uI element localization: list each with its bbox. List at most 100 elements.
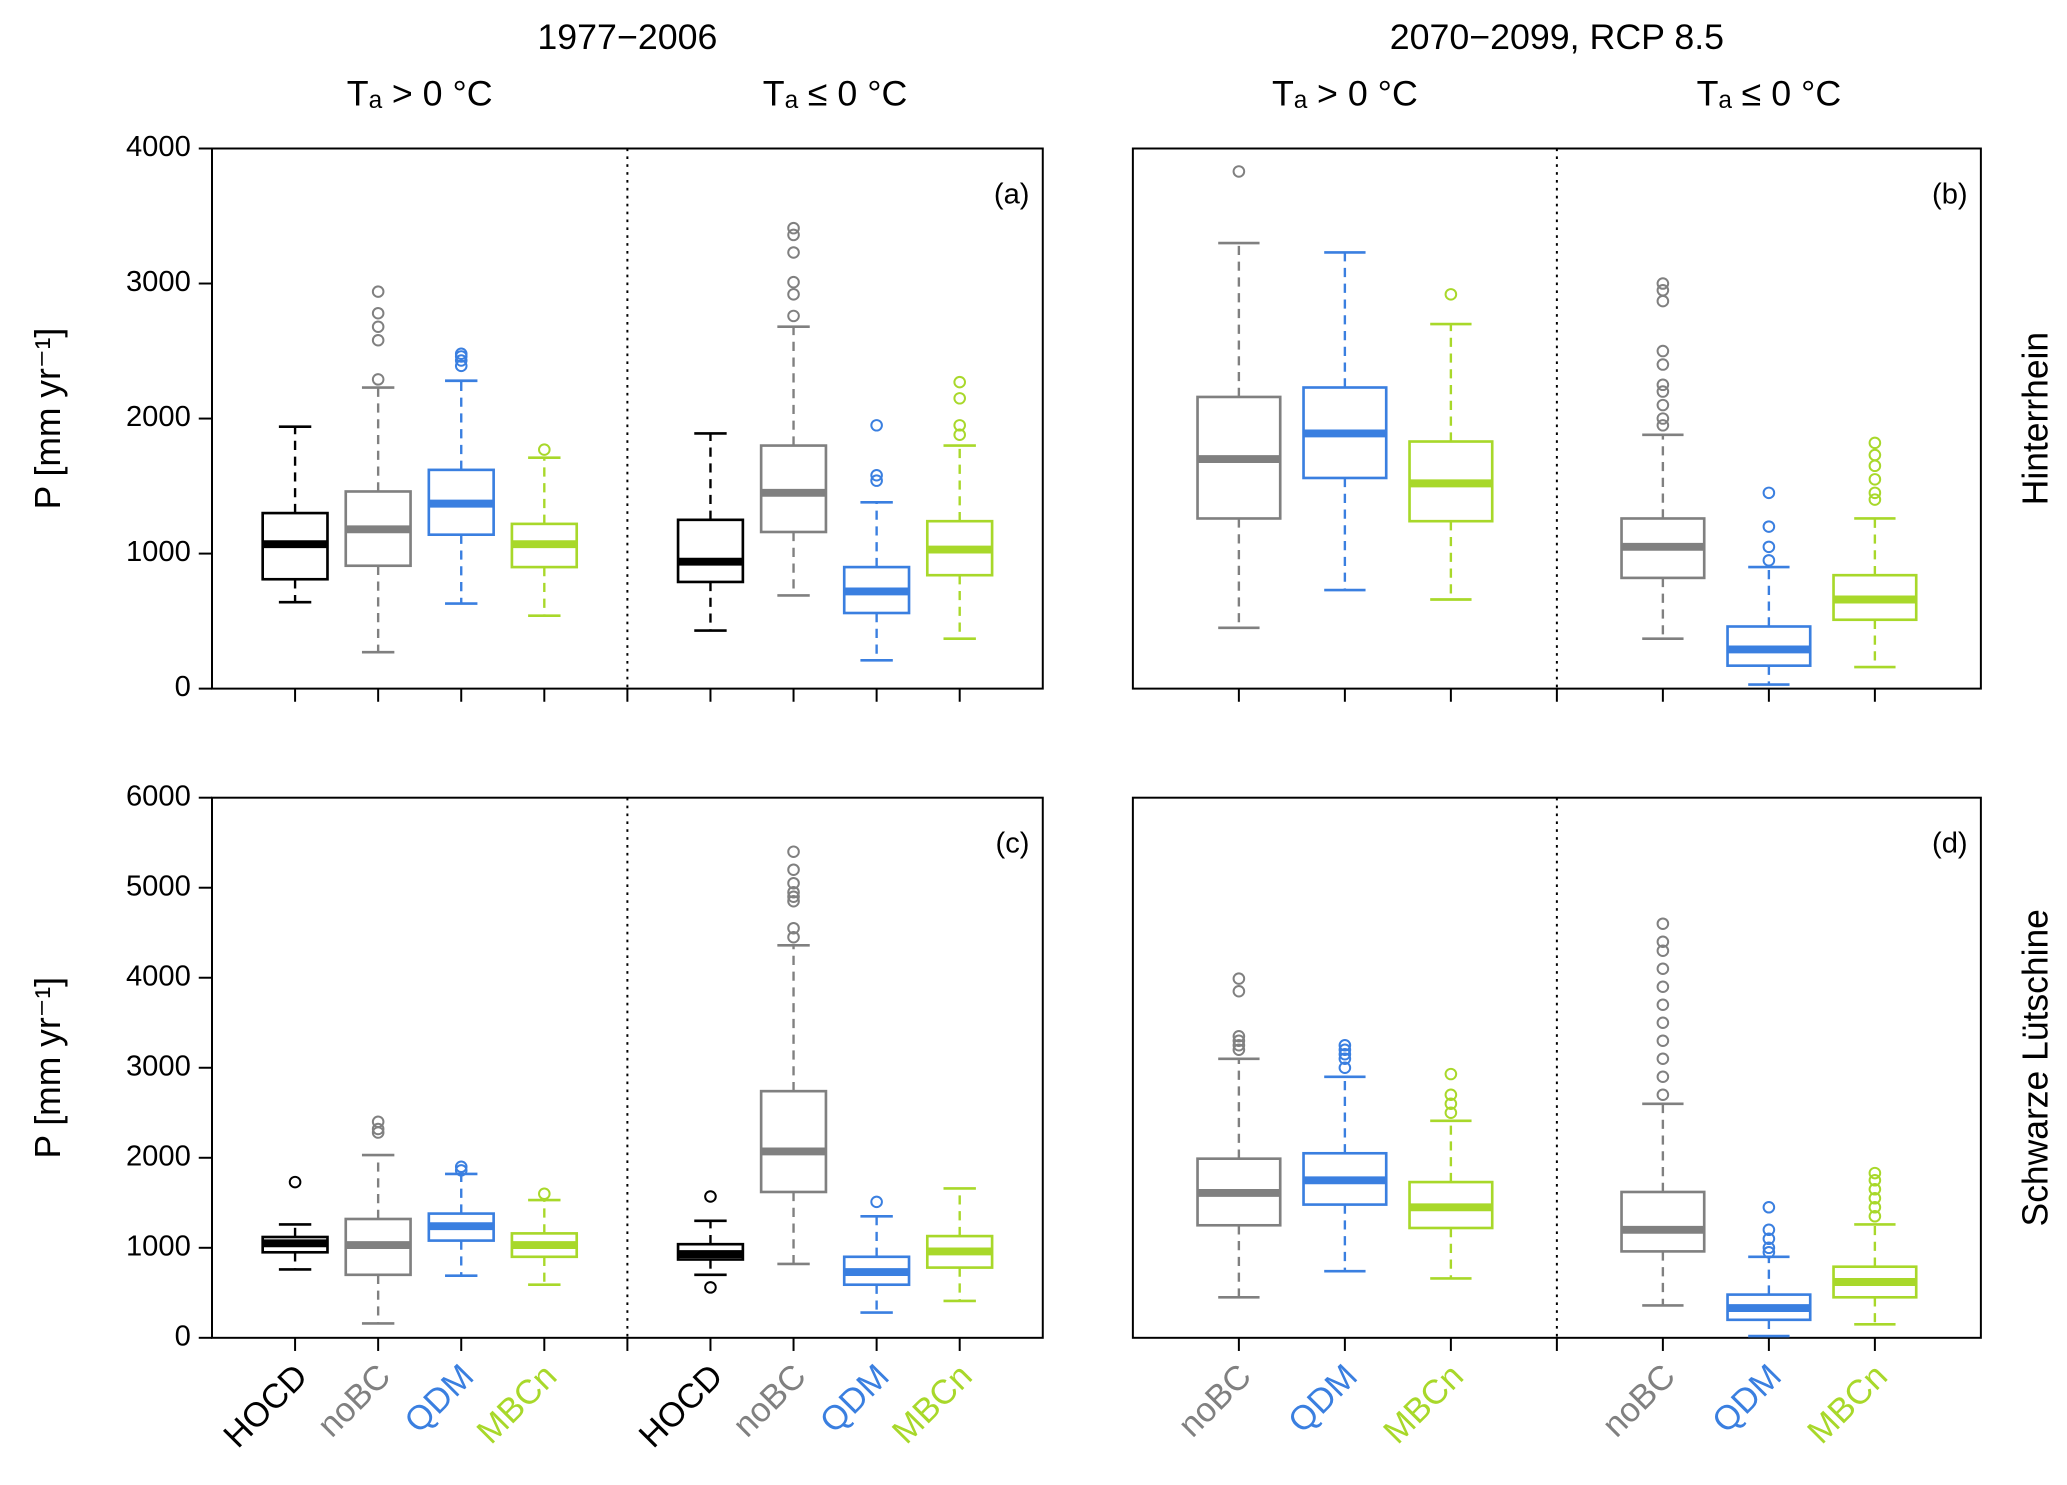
outlier <box>870 1195 883 1209</box>
outlier <box>1656 998 1670 1011</box>
y-tick-label: 2000 <box>126 1141 191 1173</box>
outlier <box>1656 1016 1670 1029</box>
outlier <box>1656 378 1670 392</box>
outlier <box>1868 436 1882 450</box>
outlier <box>953 375 966 389</box>
outlier <box>1338 1043 1352 1056</box>
outlier <box>1656 344 1670 358</box>
x-tick-label: HOCD <box>632 1357 731 1455</box>
group-label: Tₐ > 0 °C <box>1272 73 1418 113</box>
outlier <box>1762 486 1776 500</box>
outlier <box>1444 1088 1458 1102</box>
y-tick-label: 0 <box>175 1321 191 1353</box>
outlier <box>1868 448 1882 462</box>
outlier <box>704 1190 717 1203</box>
y-tick-label: 4000 <box>126 960 191 992</box>
outlier <box>1656 358 1670 371</box>
outlier <box>371 1115 385 1129</box>
y-axis-label: P [mm yr⁻¹] <box>28 328 68 510</box>
x-tick-label: noBC <box>310 1357 398 1444</box>
outlier <box>787 275 800 289</box>
box <box>676 518 745 584</box>
outlier <box>787 885 800 899</box>
outlier <box>1656 284 1670 297</box>
outlier <box>1868 1183 1882 1196</box>
outlier <box>288 1175 302 1189</box>
outlier <box>1656 980 1670 993</box>
outlier <box>1656 419 1670 432</box>
outlier <box>1656 917 1670 930</box>
x-tick-label: MBCn <box>1376 1357 1471 1451</box>
outlier <box>538 443 551 456</box>
panel-label: (b) <box>1932 179 1968 211</box>
outlier <box>454 354 468 367</box>
outlier <box>1232 972 1246 985</box>
outlier <box>1868 486 1882 500</box>
outlier <box>1868 473 1882 486</box>
outlier <box>1656 1070 1670 1083</box>
outlier <box>1232 165 1246 178</box>
outlier <box>787 921 800 935</box>
y-tick-label: 3000 <box>126 266 191 298</box>
outlier <box>787 876 800 890</box>
outlier <box>538 1187 551 1201</box>
outlier <box>1762 1201 1776 1214</box>
outlier <box>1338 1039 1352 1052</box>
x-tick-label: QDM <box>1705 1357 1789 1440</box>
x-tick-label: MBCn <box>470 1357 565 1451</box>
outlier <box>1656 398 1670 412</box>
outlier <box>704 1281 717 1294</box>
outlier <box>1762 540 1776 554</box>
outlier <box>1444 1106 1458 1120</box>
y-tick-label: 4000 <box>126 131 191 163</box>
outlier <box>454 1160 468 1174</box>
outlier <box>787 309 800 323</box>
outlier <box>1868 493 1882 506</box>
outlier <box>1868 459 1882 473</box>
outlier <box>787 221 800 235</box>
outlier <box>1444 1097 1458 1111</box>
x-tick-label: QDM <box>398 1357 482 1440</box>
x-tick-label: QDM <box>813 1357 897 1440</box>
outlier <box>371 285 385 298</box>
outlier <box>1868 1166 1882 1180</box>
group-label: Tₐ ≤ 0 °C <box>1697 73 1842 113</box>
group-label: Tₐ ≤ 0 °C <box>763 73 908 113</box>
outlier <box>371 306 385 320</box>
outlier <box>953 419 966 432</box>
outlier <box>787 930 800 944</box>
outlier <box>1656 412 1670 425</box>
y-tick-label: 1000 <box>126 536 191 568</box>
outlier <box>1656 277 1670 290</box>
outlier <box>787 863 800 876</box>
outlier <box>1868 1210 1882 1223</box>
outlier <box>1232 1030 1246 1043</box>
outlier <box>1762 1232 1776 1246</box>
y-tick-label: 5000 <box>126 870 191 902</box>
outlier <box>1762 520 1776 533</box>
outlier <box>1444 288 1458 301</box>
outlier <box>1656 294 1670 308</box>
row-label: Schwarze Lütschine <box>2015 909 2055 1226</box>
outlier <box>454 347 468 360</box>
outlier <box>870 474 883 487</box>
panel-label: (a) <box>994 179 1030 211</box>
outlier <box>1656 944 1670 957</box>
y-tick-label: 1000 <box>126 1231 191 1263</box>
x-tick-label: noBC <box>1171 1357 1259 1444</box>
outlier <box>1868 1174 1882 1187</box>
outlier <box>787 246 800 259</box>
outlier <box>371 334 385 347</box>
outlier <box>1762 1223 1776 1237</box>
outlier <box>787 228 800 242</box>
outlier <box>1762 554 1776 567</box>
outlier <box>371 1122 385 1136</box>
panel-label: (d) <box>1932 828 1968 860</box>
outlier <box>787 894 800 908</box>
outlier <box>1656 385 1670 398</box>
outlier <box>953 428 966 442</box>
outlier <box>787 845 800 858</box>
outlier <box>870 419 883 432</box>
outlier <box>1656 1088 1670 1102</box>
